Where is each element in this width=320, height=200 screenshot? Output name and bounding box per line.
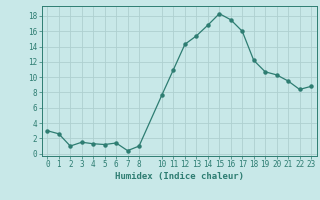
X-axis label: Humidex (Indice chaleur): Humidex (Indice chaleur)	[115, 172, 244, 181]
